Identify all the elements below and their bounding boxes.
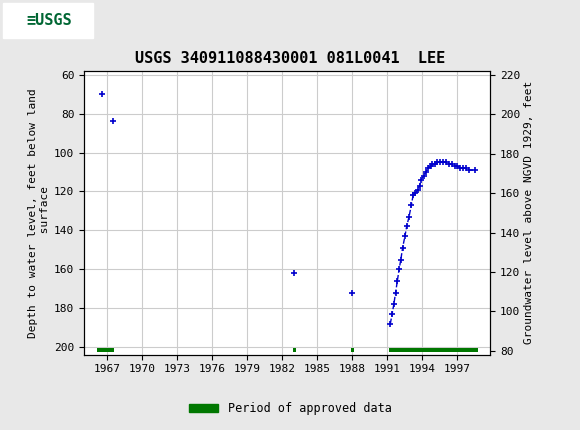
Bar <box>351 348 354 352</box>
Bar <box>293 348 296 352</box>
Y-axis label: Depth to water level, feet below land
 surface: Depth to water level, feet below land su… <box>28 88 50 338</box>
Y-axis label: Groundwater level above NGVD 1929, feet: Groundwater level above NGVD 1929, feet <box>524 81 534 344</box>
Legend: Period of approved data: Period of approved data <box>184 397 396 420</box>
Bar <box>389 348 478 352</box>
Text: USGS 340911088430001 081L0041  LEE: USGS 340911088430001 081L0041 LEE <box>135 51 445 65</box>
Text: ≡USGS: ≡USGS <box>27 13 72 28</box>
Bar <box>3 3 93 37</box>
Bar <box>97 348 114 352</box>
